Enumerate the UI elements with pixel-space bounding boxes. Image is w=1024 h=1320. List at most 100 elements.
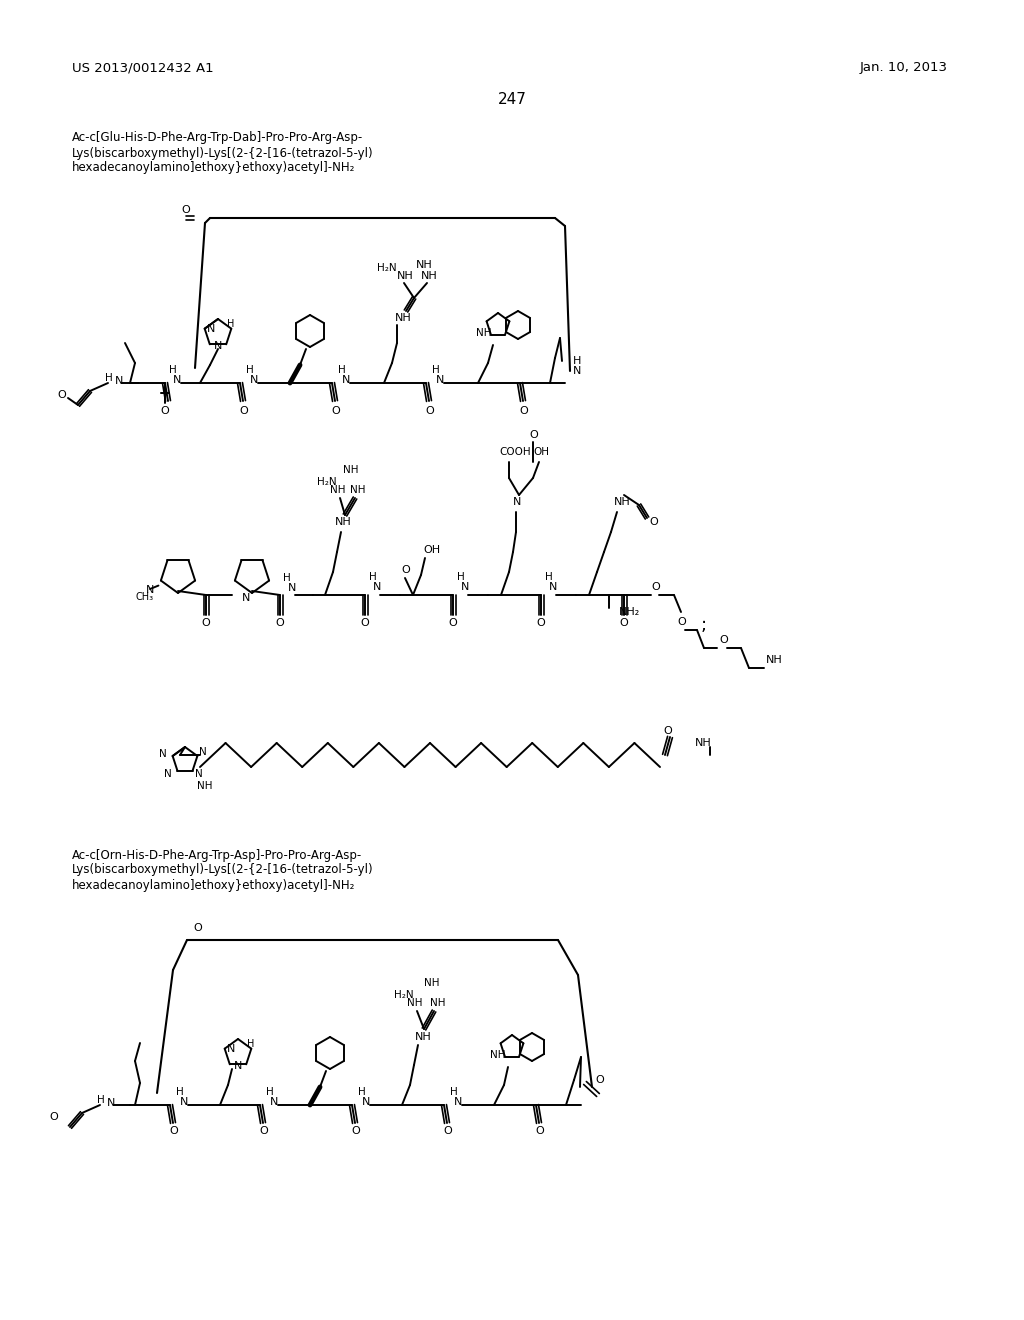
Text: NH: NH: [197, 780, 212, 791]
Text: H: H: [105, 374, 113, 383]
Text: O: O: [536, 1126, 545, 1137]
Text: NH: NH: [397, 271, 414, 281]
Text: H: H: [432, 366, 439, 375]
Text: NH₂: NH₂: [618, 607, 640, 616]
Text: H: H: [227, 318, 234, 329]
Text: O: O: [449, 618, 458, 628]
Text: NH: NH: [415, 1032, 432, 1041]
Text: hexadecanoylamino]ethoxy}ethoxy)acetyl]-NH₂: hexadecanoylamino]ethoxy}ethoxy)acetyl]-…: [72, 161, 355, 174]
Text: N: N: [513, 498, 521, 507]
Text: H: H: [358, 1086, 366, 1097]
Text: O: O: [401, 565, 410, 576]
Text: O: O: [595, 1074, 604, 1085]
Text: NH: NH: [343, 465, 358, 475]
Text: O: O: [537, 618, 546, 628]
Text: N: N: [373, 582, 381, 591]
Text: H: H: [369, 572, 377, 582]
Text: H₂N: H₂N: [377, 263, 396, 273]
Text: H₂N: H₂N: [317, 477, 337, 487]
Text: O: O: [719, 635, 728, 645]
Text: O: O: [49, 1111, 58, 1122]
Text: N: N: [159, 748, 167, 759]
Text: OH: OH: [534, 447, 549, 457]
Text: O: O: [193, 923, 202, 933]
Text: N: N: [180, 1097, 188, 1107]
Text: O: O: [275, 618, 285, 628]
Text: H₂N: H₂N: [394, 990, 414, 1001]
Text: CH₃: CH₃: [136, 591, 155, 602]
Text: O: O: [202, 618, 210, 628]
Text: N: N: [242, 593, 250, 603]
Text: NH: NH: [476, 327, 492, 338]
Text: NH: NH: [395, 313, 412, 323]
Text: NH: NH: [416, 260, 433, 271]
Text: H: H: [457, 572, 465, 582]
Text: N: N: [233, 1061, 243, 1072]
Text: N: N: [214, 342, 222, 351]
Text: H: H: [169, 366, 177, 375]
Text: NH: NH: [424, 978, 439, 987]
Text: N: N: [250, 375, 258, 385]
Text: N: N: [342, 375, 350, 385]
Text: N: N: [106, 1098, 116, 1107]
Text: N: N: [115, 376, 123, 385]
Text: NH: NH: [430, 998, 445, 1008]
Text: O: O: [360, 618, 370, 628]
Text: ;: ;: [701, 616, 708, 634]
Text: NH: NH: [407, 998, 423, 1008]
Text: O: O: [443, 1126, 453, 1137]
Text: H: H: [176, 1086, 183, 1097]
Text: O: O: [677, 616, 686, 627]
Text: O: O: [649, 517, 657, 527]
Text: 247: 247: [498, 92, 526, 107]
Text: N: N: [549, 582, 557, 591]
Text: H: H: [545, 572, 553, 582]
Text: hexadecanoylamino]ethoxy}ethoxy)acetyl]-NH₂: hexadecanoylamino]ethoxy}ethoxy)acetyl]-…: [72, 879, 355, 891]
Text: NH: NH: [421, 271, 437, 281]
Text: Lys(biscarboxymethyl)-Lys[(2-{2-[16-(tetrazol-5-yl): Lys(biscarboxymethyl)-Lys[(2-{2-[16-(tet…: [72, 863, 374, 876]
Text: Lys(biscarboxymethyl)-Lys[(2-{2-[16-(tetrazol-5-yl): Lys(biscarboxymethyl)-Lys[(2-{2-[16-(tet…: [72, 147, 374, 160]
Text: O: O: [57, 389, 67, 400]
Text: NH: NH: [695, 738, 712, 748]
Text: H: H: [248, 1039, 255, 1048]
Text: O: O: [332, 407, 340, 416]
Text: N: N: [173, 375, 181, 385]
Text: H: H: [283, 573, 291, 583]
Text: Ac-c[Orn-His-D-Phe-Arg-Trp-Asp]-Pro-Pro-Arg-Asp-: Ac-c[Orn-His-D-Phe-Arg-Trp-Asp]-Pro-Pro-…: [72, 849, 362, 862]
Text: COOH: COOH: [499, 447, 530, 457]
Text: H: H: [338, 366, 346, 375]
Text: H: H: [97, 1096, 104, 1105]
Text: N: N: [573, 366, 582, 376]
Text: O: O: [240, 407, 249, 416]
Text: O: O: [351, 1126, 360, 1137]
Text: NH: NH: [766, 655, 782, 665]
Text: N: N: [226, 1044, 236, 1053]
Text: H: H: [266, 1086, 273, 1097]
Text: N: N: [164, 768, 171, 779]
Text: Jan. 10, 2013: Jan. 10, 2013: [860, 62, 948, 74]
Text: N: N: [436, 375, 444, 385]
Text: O: O: [651, 582, 659, 591]
Text: O: O: [260, 1126, 268, 1137]
Text: O: O: [620, 618, 629, 628]
Text: NH: NH: [335, 517, 352, 527]
Text: O: O: [161, 407, 169, 416]
Text: O: O: [663, 726, 672, 737]
Text: N: N: [146, 585, 155, 595]
Text: N: N: [200, 747, 207, 756]
Text: H: H: [573, 356, 582, 366]
Text: N: N: [270, 1097, 279, 1107]
Text: NH: NH: [350, 484, 366, 495]
Text: N: N: [454, 1097, 463, 1107]
Text: OH: OH: [423, 545, 440, 554]
Text: N: N: [195, 768, 203, 779]
Text: O: O: [170, 1126, 178, 1137]
Text: US 2013/0012432 A1: US 2013/0012432 A1: [72, 62, 214, 74]
Text: O: O: [529, 430, 538, 440]
Text: NH: NH: [490, 1049, 506, 1060]
Text: NH: NH: [614, 498, 631, 507]
Text: O: O: [426, 407, 434, 416]
Text: N: N: [207, 323, 215, 334]
Text: O: O: [519, 407, 528, 416]
Text: Ac-c[Glu-His-D-Phe-Arg-Trp-Dab]-Pro-Pro-Arg-Asp-: Ac-c[Glu-His-D-Phe-Arg-Trp-Dab]-Pro-Pro-…: [72, 132, 364, 144]
